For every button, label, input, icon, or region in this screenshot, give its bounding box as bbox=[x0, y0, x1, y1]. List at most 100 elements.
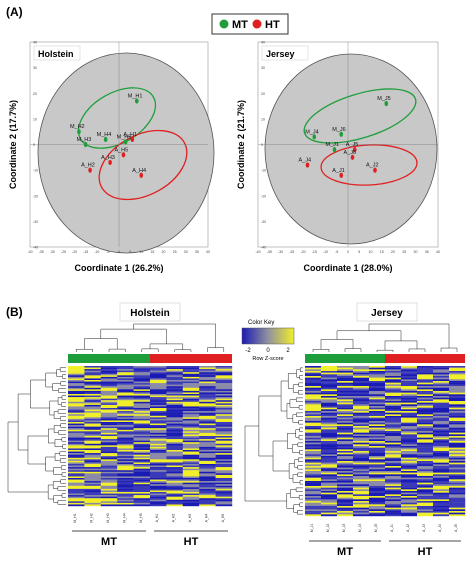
heatmap-cell bbox=[337, 477, 354, 480]
heatmap-cell bbox=[199, 381, 216, 384]
heatmap-cell bbox=[369, 481, 386, 483]
heatmap-cell bbox=[401, 514, 418, 517]
heatmap-cell bbox=[182, 501, 200, 504]
heatmap-cell bbox=[321, 494, 338, 497]
heatmap-cell bbox=[150, 487, 167, 490]
heatmap-cell bbox=[84, 401, 101, 404]
heatmap-cell bbox=[385, 496, 402, 498]
heatmap-cell bbox=[215, 468, 233, 471]
heatmap-cell bbox=[433, 396, 450, 398]
heatmap-cell bbox=[305, 366, 322, 368]
heatmap-cell bbox=[417, 487, 434, 490]
heatmap-cell bbox=[401, 472, 418, 475]
heatmap-cell bbox=[401, 366, 418, 368]
heatmap-cell bbox=[166, 457, 183, 460]
heatmap-cell bbox=[305, 506, 322, 508]
heatmap-cell bbox=[369, 511, 386, 513]
heatmap-cell bbox=[449, 501, 466, 503]
heatmap-cell bbox=[305, 427, 322, 430]
heatmap-cell bbox=[133, 459, 151, 462]
heatmap-cell bbox=[166, 417, 183, 420]
heatmap-cell bbox=[305, 389, 322, 392]
heatmap-cell bbox=[68, 501, 85, 504]
heatmap-cell bbox=[199, 422, 216, 424]
heatmap-cell bbox=[100, 381, 118, 384]
heatmap-cell bbox=[353, 421, 370, 423]
heatmap-cell bbox=[199, 369, 216, 371]
heatmap-cell bbox=[305, 372, 322, 375]
heatmap-cell bbox=[417, 449, 434, 452]
heatmap-cell bbox=[84, 381, 101, 384]
heatmap-cell bbox=[449, 511, 466, 513]
heatmap-cell bbox=[68, 378, 85, 381]
heatmap-cell bbox=[385, 377, 402, 380]
heatmap-cell bbox=[215, 381, 233, 384]
heatmap-cell bbox=[369, 447, 386, 450]
heatmap-cell bbox=[68, 394, 85, 396]
heatmap-cell bbox=[417, 446, 434, 448]
heatmap-cell bbox=[449, 484, 466, 487]
legend-mt-marker bbox=[219, 19, 229, 29]
heatmap-cell bbox=[353, 451, 370, 453]
heatmap-cell bbox=[369, 377, 386, 380]
dendrogram-branch bbox=[298, 420, 303, 425]
data-point bbox=[305, 162, 310, 168]
heatmap-cell bbox=[369, 499, 386, 502]
heatmap-cell bbox=[100, 404, 118, 407]
heatmap-cell bbox=[117, 456, 134, 458]
heatmap-cell bbox=[369, 506, 386, 508]
heatmap-cell bbox=[305, 496, 322, 498]
heatmap-cell bbox=[433, 376, 450, 378]
heatmap-cell bbox=[166, 488, 183, 491]
heatmap-cell bbox=[166, 502, 183, 505]
heatmap-cell bbox=[321, 507, 338, 510]
heatmap-cell bbox=[353, 374, 370, 377]
heatmap-cell bbox=[369, 471, 386, 473]
heatmap-cell bbox=[166, 398, 183, 401]
heatmap-cell bbox=[433, 451, 450, 453]
heatmap-cell bbox=[417, 424, 434, 427]
heatmap-cell bbox=[133, 479, 151, 482]
heatmap-cell bbox=[385, 487, 402, 490]
heatmap-cell bbox=[401, 456, 418, 458]
heatmap-cell bbox=[369, 412, 386, 415]
heatmap-cell bbox=[166, 492, 183, 494]
heatmap-cell bbox=[199, 502, 216, 505]
heatmap-cell bbox=[68, 468, 85, 471]
dendrogram-branch bbox=[293, 504, 300, 513]
heatmap-cell bbox=[117, 397, 134, 399]
heatmap-cell bbox=[369, 407, 386, 410]
dendrogram-branch bbox=[376, 349, 394, 352]
heatmap-cell bbox=[353, 382, 370, 385]
ht-group-ellipse bbox=[98, 129, 188, 201]
heatmap-cell bbox=[133, 488, 151, 491]
column-tick-label: A_J3 bbox=[422, 524, 426, 532]
data-point bbox=[77, 129, 81, 135]
dendrogram-branch bbox=[108, 348, 126, 352]
heatmap-cell bbox=[337, 444, 354, 447]
heatmap-cell bbox=[199, 367, 216, 370]
legend-ht-label: HT bbox=[265, 19, 280, 31]
heatmap-cell bbox=[433, 506, 450, 508]
heatmap-cell bbox=[305, 491, 322, 493]
heatmap-cell bbox=[321, 422, 338, 425]
data-point bbox=[384, 100, 389, 107]
heatmap-cell bbox=[449, 442, 466, 445]
heatmap-cell bbox=[305, 454, 322, 457]
heatmap-cell bbox=[182, 425, 200, 427]
y-tick-label: 30 bbox=[33, 66, 37, 70]
heatmap-cell bbox=[305, 441, 322, 443]
heatmap-cell bbox=[182, 462, 200, 465]
heatmap-cell bbox=[401, 509, 418, 512]
dendrogram-branch bbox=[300, 367, 303, 372]
heatmap-cell bbox=[117, 420, 134, 423]
data-point bbox=[123, 139, 128, 145]
heatmap-cell bbox=[182, 432, 200, 435]
heatmap-cell bbox=[117, 454, 134, 457]
heatmap-cell bbox=[150, 471, 167, 474]
heatmap-cell bbox=[417, 462, 434, 465]
heatmap-cell bbox=[215, 408, 233, 410]
heatmap-cell bbox=[433, 369, 450, 372]
heatmap-cell bbox=[68, 440, 85, 443]
heatmap-cell bbox=[305, 374, 322, 377]
